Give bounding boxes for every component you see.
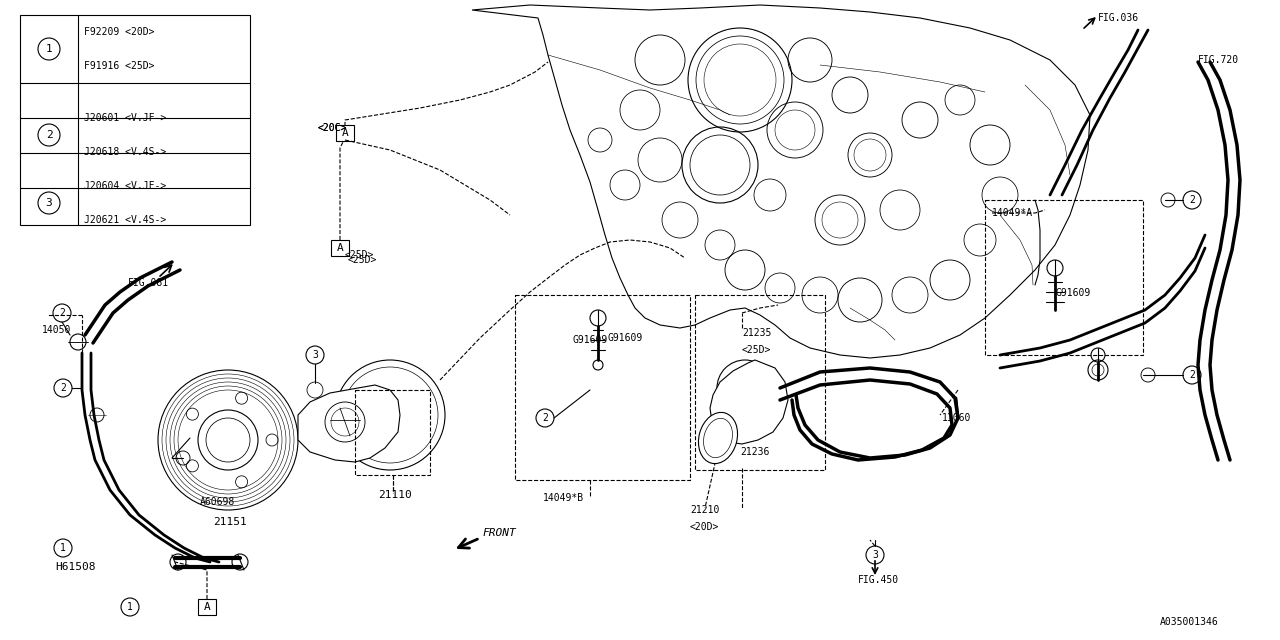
Text: 3: 3 [872,550,878,560]
Text: 2: 2 [541,413,548,423]
Text: G91609: G91609 [572,335,607,345]
Circle shape [52,304,70,322]
Circle shape [1183,366,1201,384]
Text: FRONT: FRONT [483,528,516,538]
Bar [986,200,1143,355]
Text: A60698: A60698 [200,497,236,507]
Text: G91609: G91609 [607,333,643,343]
Text: G91609: G91609 [1055,288,1091,298]
Text: 2: 2 [59,308,65,318]
Text: J20618 <V.4S->: J20618 <V.4S-> [84,147,166,157]
Circle shape [867,546,884,564]
Text: 1: 1 [127,602,133,612]
Text: 3: 3 [46,198,52,208]
Text: A: A [204,602,210,612]
Ellipse shape [704,419,732,458]
Circle shape [306,346,324,364]
Bar [355,390,430,475]
Text: FIG.450: FIG.450 [858,575,899,585]
Polygon shape [298,385,401,462]
Circle shape [536,409,554,427]
Text: 21110: 21110 [378,490,412,500]
Circle shape [38,192,60,214]
Text: A: A [342,128,348,138]
Bar [20,15,250,225]
Text: <20D>: <20D> [690,522,719,532]
Text: FIG.036: FIG.036 [1098,13,1139,23]
Text: J20621 <V.4S->: J20621 <V.4S-> [84,215,166,225]
Text: <25D>: <25D> [742,345,772,355]
Bar [332,240,349,256]
Polygon shape [710,360,788,444]
Text: 14050: 14050 [42,325,72,335]
Text: 1: 1 [60,543,67,553]
Polygon shape [472,5,1091,358]
Text: 3: 3 [312,350,317,360]
Bar [337,125,355,141]
Text: 2: 2 [46,130,52,140]
Ellipse shape [699,412,737,463]
Bar [198,599,216,615]
Text: A: A [337,243,343,253]
Text: 1: 1 [46,44,52,54]
Text: 21236: 21236 [740,447,769,457]
Text: 14049*A: 14049*A [992,208,1033,218]
Text: 21151: 21151 [212,517,247,527]
Text: H61508: H61508 [55,562,96,572]
Text: J20604 <V.JF->: J20604 <V.JF-> [84,181,166,191]
Text: 11060: 11060 [942,413,972,423]
Text: 21210: 21210 [690,505,719,515]
Text: <20C>: <20C> [317,123,347,133]
Text: 21235: 21235 [742,328,772,338]
Text: <20C>: <20C> [317,123,347,133]
Text: 2: 2 [60,383,67,393]
Text: 2: 2 [1189,195,1196,205]
Circle shape [38,124,60,146]
Text: J20601 <V.JF->: J20601 <V.JF-> [84,113,166,123]
Circle shape [38,38,60,60]
Text: FIG.720: FIG.720 [1198,55,1239,65]
Text: <25D>: <25D> [348,255,378,265]
Circle shape [54,379,72,397]
Circle shape [122,598,140,616]
Bar [695,295,826,470]
Circle shape [54,539,72,557]
Text: A035001346: A035001346 [1160,617,1219,627]
Text: F91916 <25D>: F91916 <25D> [84,61,155,71]
Text: 2: 2 [1189,370,1196,380]
Bar [515,295,690,480]
Text: <25D>: <25D> [346,250,374,260]
Text: 14049*B: 14049*B [543,493,584,503]
Text: F92209 <20D>: F92209 <20D> [84,27,155,37]
Circle shape [1183,191,1201,209]
Text: FIG.081: FIG.081 [128,278,169,288]
